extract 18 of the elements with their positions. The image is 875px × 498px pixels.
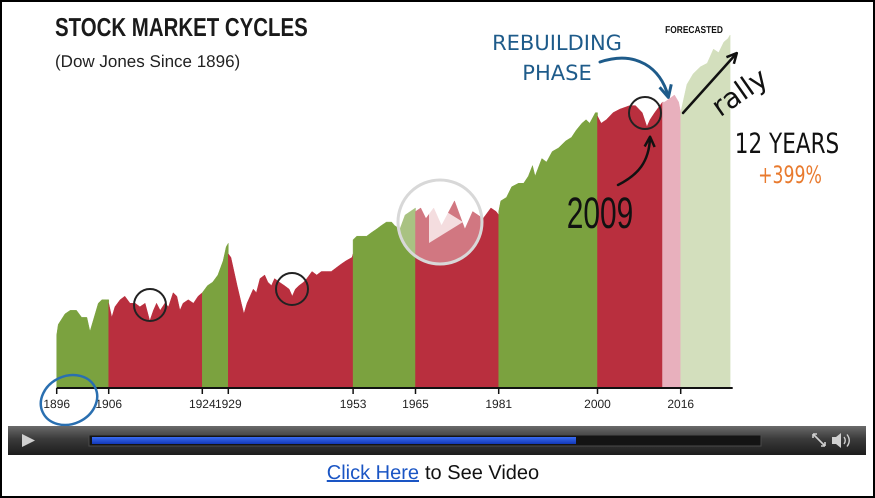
text: (Dow Jones Since 1896) [55,52,240,71]
x-tick-label: 2000 [584,397,612,411]
x-tick-label: 1953 [340,397,367,411]
x-tick-label: 1896 [43,397,70,411]
chart-title: STOCK MARKET CYCLES [55,12,308,42]
x-tick-label: 1906 [95,397,122,411]
text: +399% [758,161,822,189]
annotation: rally [705,61,774,124]
x-tick-label: 1981 [485,397,512,411]
x-tick-label: 2016 [667,397,694,411]
text: 12 YEARS [734,127,840,160]
x-tick-label: 1929 [214,397,242,411]
x-tick-label: 1924 [188,397,216,411]
text: to See Video [425,462,540,484]
annotation: REBUILDING PHASE [492,31,622,85]
text: Click Here [326,462,419,484]
annotation: FORECASTED [665,24,724,36]
x-tick-label: 1965 [402,397,430,411]
